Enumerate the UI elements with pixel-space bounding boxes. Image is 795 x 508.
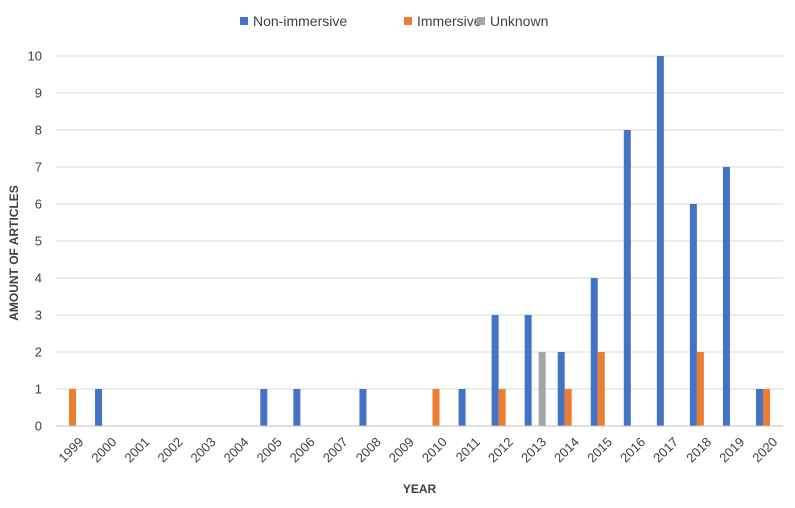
legend-label: Non-immersive bbox=[253, 13, 347, 29]
bar-non-immersive-2017 bbox=[656, 56, 664, 426]
legend-item-immersive: Immersive bbox=[404, 13, 482, 29]
y-tick-label: 7 bbox=[35, 160, 42, 175]
bar-non-immersive-2018 bbox=[689, 204, 697, 426]
legend-swatch bbox=[240, 17, 248, 25]
x-tick-label: 2011 bbox=[453, 434, 483, 464]
bar-non-immersive-2005 bbox=[260, 389, 268, 426]
bar-non-immersive-2013 bbox=[524, 315, 532, 426]
legend-label: Immersive bbox=[417, 13, 482, 29]
x-tick-label: 2002 bbox=[155, 434, 186, 465]
legend-label: Unknown bbox=[490, 13, 548, 29]
bar-immersive-1999 bbox=[69, 389, 77, 426]
gridlines bbox=[56, 55, 783, 390]
y-tick-label: 3 bbox=[35, 308, 42, 323]
y-tick-label: 1 bbox=[35, 382, 42, 397]
x-tick-label: 2009 bbox=[386, 434, 417, 465]
x-tick-label: 2017 bbox=[650, 434, 681, 465]
bar-unknown-2013 bbox=[538, 352, 546, 426]
bar-non-immersive-2014 bbox=[557, 352, 565, 426]
bar-immersive-2015 bbox=[597, 352, 605, 426]
x-tick-label: 2008 bbox=[353, 434, 384, 465]
x-tick-label: 2020 bbox=[749, 434, 780, 465]
bar-immersive-2010 bbox=[432, 389, 440, 426]
legend: Non-immersive Immersive Unknown bbox=[240, 13, 548, 29]
y-tick-label: 8 bbox=[35, 123, 42, 138]
x-tick-label: 2010 bbox=[419, 434, 450, 465]
y-tick-label: 9 bbox=[35, 86, 42, 101]
x-axis-title: YEAR bbox=[403, 482, 437, 496]
bar-non-immersive-2020 bbox=[755, 389, 763, 426]
bar-immersive-2018 bbox=[696, 352, 704, 426]
x-tick-label: 2013 bbox=[518, 434, 549, 465]
bar-non-immersive-2019 bbox=[722, 167, 730, 426]
y-tick-label: 10 bbox=[28, 49, 42, 64]
bar-immersive-2020 bbox=[762, 389, 770, 426]
x-tick-label: 2012 bbox=[485, 434, 516, 465]
y-axis-title: AMOUNT OF ARTICLES bbox=[7, 185, 21, 321]
legend-swatch bbox=[404, 17, 412, 25]
x-tick-label: 2004 bbox=[221, 434, 252, 465]
x-tick-label: 2006 bbox=[287, 434, 318, 465]
x-tick-label: 2000 bbox=[88, 434, 119, 465]
y-tick-label: 2 bbox=[35, 345, 42, 360]
y-tick-label: 4 bbox=[35, 271, 42, 286]
bar-non-immersive-2016 bbox=[623, 130, 631, 426]
bar-immersive-2014 bbox=[564, 389, 572, 426]
x-tick-label: 2016 bbox=[617, 434, 648, 465]
y-tick-labels: 0 1 2 3 4 5 6 7 8 9 10 bbox=[28, 49, 42, 434]
legend-swatch bbox=[477, 17, 485, 25]
bar-non-immersive-2006 bbox=[293, 389, 301, 426]
y-tick-label: 5 bbox=[35, 234, 42, 249]
legend-item-unknown: Unknown bbox=[477, 13, 548, 29]
legend-item-non-immersive: Non-immersive bbox=[240, 13, 347, 29]
x-tick-label: 2019 bbox=[716, 434, 747, 465]
y-tick-label: 0 bbox=[35, 419, 42, 434]
x-tick-labels: 1999 2000 2001 2002 2003 2004 2005 2006 2007 2008… bbox=[55, 434, 780, 465]
bar-non-immersive-2011 bbox=[458, 389, 466, 426]
x-tick-label: 2015 bbox=[584, 434, 615, 465]
bar-non-immersive-2000 bbox=[95, 389, 103, 426]
y-tick-label: 6 bbox=[35, 197, 42, 212]
x-tick-label: 1999 bbox=[55, 434, 86, 465]
bar-non-immersive-2012 bbox=[491, 315, 499, 426]
x-tick-label: 2018 bbox=[683, 434, 714, 465]
x-tick-label: 2001 bbox=[121, 434, 152, 465]
bar-non-immersive-2008 bbox=[359, 389, 367, 426]
x-tick-label: 2014 bbox=[551, 434, 582, 465]
x-tick-label: 2003 bbox=[188, 434, 219, 465]
bars bbox=[69, 56, 770, 426]
bar-immersive-2012 bbox=[498, 389, 506, 426]
x-tick-label: 2007 bbox=[320, 434, 351, 465]
bar-non-immersive-2015 bbox=[590, 278, 598, 426]
x-tick-label: 2005 bbox=[254, 434, 285, 465]
